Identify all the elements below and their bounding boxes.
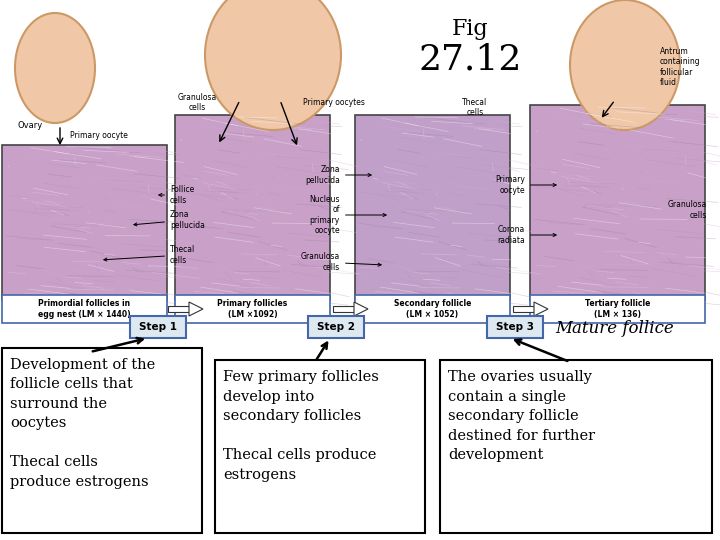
Text: Corona
radiata: Corona radiata	[498, 225, 556, 245]
Bar	[175, 115, 330, 300]
FancyBboxPatch shape	[175, 295, 330, 323]
Bar	[2, 145, 167, 300]
Text: Zona
pellucida: Zona pellucida	[305, 165, 371, 185]
Text: Antrum
containing
follicular
fluid: Antrum containing follicular fluid	[660, 47, 701, 87]
Text: Follice
cells: Follice cells	[159, 185, 194, 205]
Text: Fig: Fig	[451, 18, 488, 40]
Text: Step 3: Step 3	[496, 322, 534, 332]
Bar	[168, 306, 189, 312]
Polygon shape	[534, 302, 548, 316]
Text: Few primary follicles
develop into
secondary follicles

Thecal cells produce
est: Few primary follicles develop into secon…	[223, 370, 379, 482]
Text: Primordial follicles in
egg nest (LM × 1440): Primordial follicles in egg nest (LM × 1…	[38, 299, 131, 319]
FancyBboxPatch shape	[2, 295, 167, 323]
Polygon shape	[189, 302, 203, 316]
Text: The ovaries usually
contain a single
secondary follicle
destined for further
dev: The ovaries usually contain a single sec…	[448, 370, 595, 462]
Bar	[530, 105, 705, 300]
Text: Development of the
follicle cells that
surround the
oocytes

Thecal cells
produc: Development of the follicle cells that s…	[10, 358, 156, 489]
FancyBboxPatch shape	[355, 295, 510, 323]
Text: Zona
pellucida: Zona pellucida	[134, 210, 205, 230]
Ellipse shape	[205, 0, 341, 130]
FancyBboxPatch shape	[215, 360, 425, 533]
Text: Granulosa
cells: Granulosa cells	[667, 200, 707, 220]
Text: Thecal
cells: Thecal cells	[462, 98, 487, 117]
Text: Nucleus
of
primary
oocyte: Nucleus of primary oocyte	[310, 195, 386, 235]
FancyBboxPatch shape	[440, 360, 712, 533]
Ellipse shape	[15, 13, 95, 123]
Bar	[513, 306, 534, 312]
Ellipse shape	[570, 0, 680, 130]
Text: Primary
oocyte: Primary oocyte	[495, 176, 556, 195]
Text: Tertiary follicle
(LM × 136): Tertiary follicle (LM × 136)	[585, 299, 650, 319]
Text: Granulosa
cells: Granulosa cells	[301, 252, 381, 272]
Text: Thecal
cells: Thecal cells	[104, 245, 195, 265]
Text: Mature follice: Mature follice	[555, 320, 674, 337]
Text: Primary oocytes: Primary oocytes	[303, 98, 365, 107]
Text: Ovary: Ovary	[18, 121, 43, 130]
Text: Secondary follicle
(LM × 1052): Secondary follicle (LM × 1052)	[394, 299, 471, 319]
Text: Step 1: Step 1	[139, 322, 177, 332]
Polygon shape	[354, 302, 368, 316]
FancyBboxPatch shape	[308, 316, 364, 338]
Bar	[355, 115, 510, 300]
FancyBboxPatch shape	[530, 295, 705, 323]
Text: Step 2: Step 2	[317, 322, 355, 332]
FancyBboxPatch shape	[130, 316, 186, 338]
Text: Granulosa
cells: Granulosa cells	[177, 92, 217, 112]
Text: Primary follicles
(LM ×1092): Primary follicles (LM ×1092)	[217, 299, 287, 319]
Text: 27.12: 27.12	[418, 42, 522, 76]
FancyBboxPatch shape	[2, 348, 202, 533]
Text: Primary oocyte: Primary oocyte	[70, 131, 128, 140]
Bar	[333, 306, 354, 312]
FancyBboxPatch shape	[487, 316, 543, 338]
